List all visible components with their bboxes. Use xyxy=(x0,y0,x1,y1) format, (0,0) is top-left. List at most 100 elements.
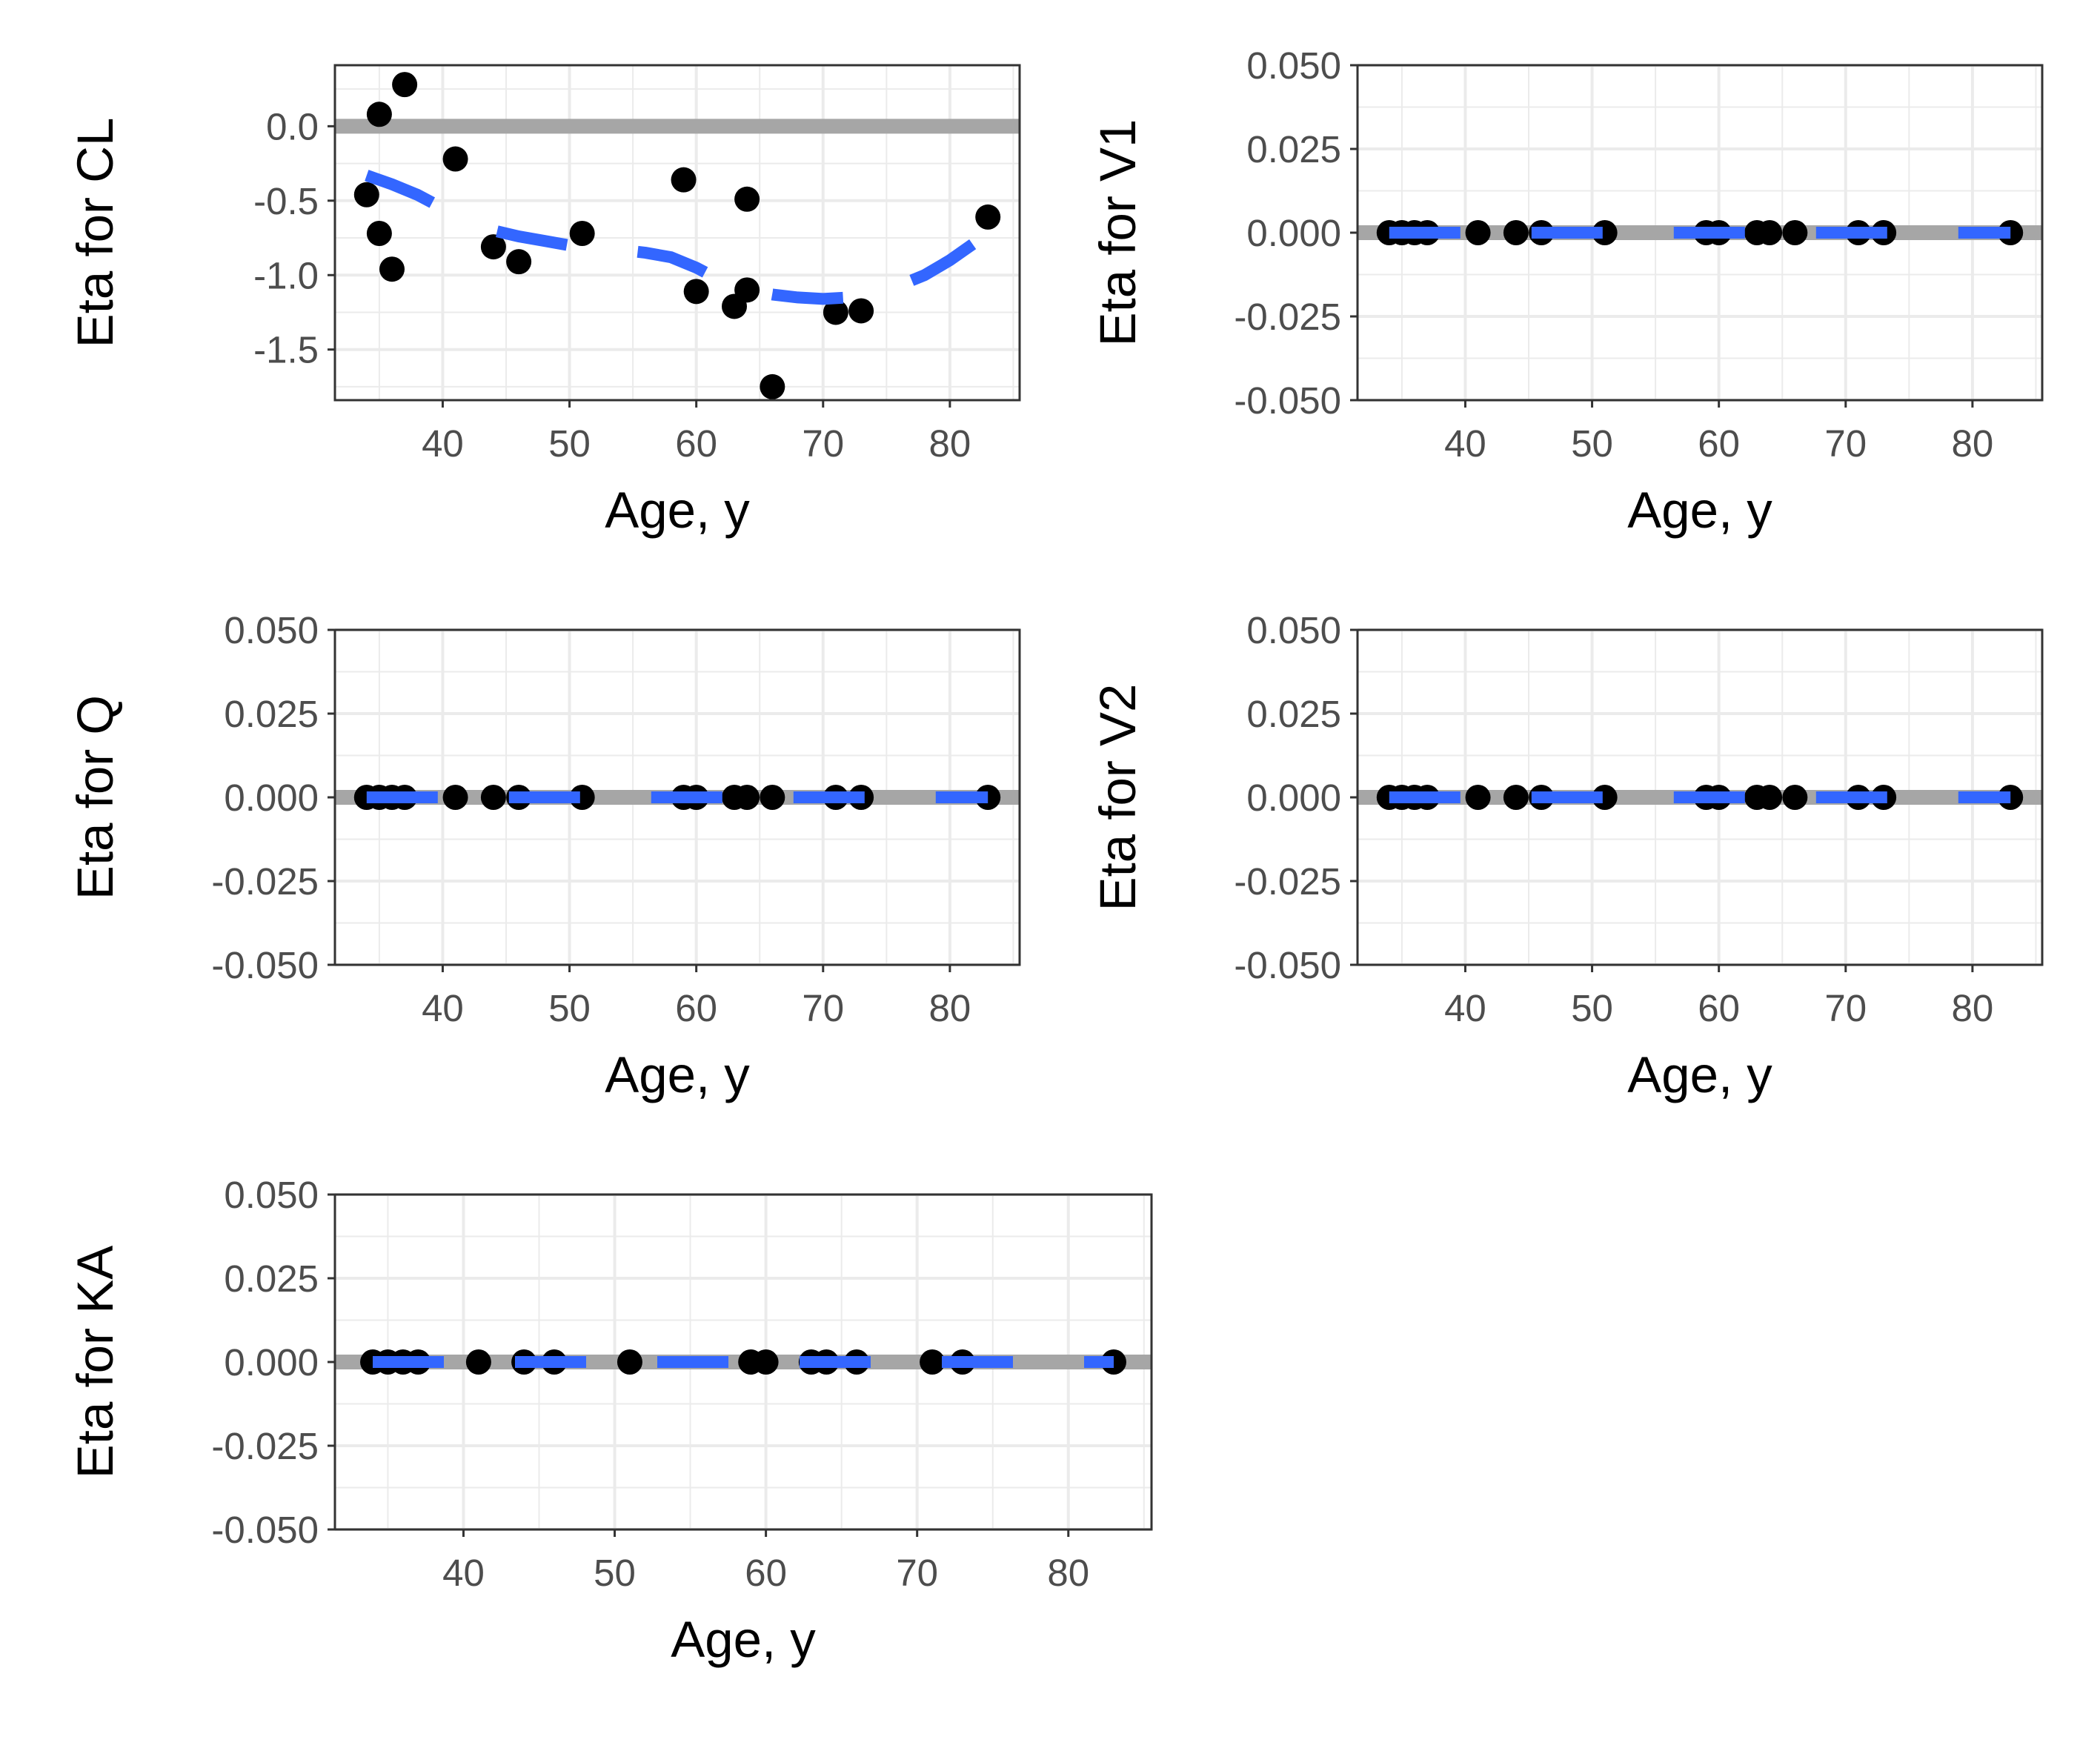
y-axis: 0.050 0.025 0.000 -0.025 -0.050 xyxy=(1234,44,1358,422)
y-tick-label: 0.025 xyxy=(224,693,319,735)
data-point xyxy=(1503,785,1529,810)
data-point xyxy=(569,785,595,810)
y-axis: 0.0 -0.5 -1.0 -1.5 xyxy=(253,105,335,371)
data-points xyxy=(353,72,1001,399)
data-point xyxy=(1998,785,2024,810)
data-point xyxy=(392,72,418,98)
chart-panel-top-right: 40 50 60 70 80 0.050 0.025 0.000 -0.025 -0.050 Age… xyxy=(1089,44,2044,539)
data-point xyxy=(1757,785,1783,810)
data-point xyxy=(1757,220,1783,245)
x-tick-label: 60 xyxy=(745,1552,787,1594)
y-axis: 0.050 0.025 0.000 -0.025 -0.050 xyxy=(211,609,335,986)
data-point xyxy=(975,204,1001,230)
x-axis: 40 50 60 70 80 xyxy=(442,1529,1089,1594)
x-tick-label: 60 xyxy=(675,987,717,1029)
y-tick-label: -0.025 xyxy=(211,860,319,903)
data-point xyxy=(366,221,392,247)
y-axis-title: Eta for V1 xyxy=(1089,119,1146,347)
data-point xyxy=(760,785,785,810)
data-point xyxy=(1465,220,1491,245)
x-tick-label: 60 xyxy=(1698,422,1740,465)
data-point xyxy=(353,182,379,207)
y-axis-title: Eta for V2 xyxy=(1089,684,1146,911)
x-tick-label: 80 xyxy=(929,987,971,1029)
x-tick-label: 40 xyxy=(422,987,464,1029)
y-tick-label: 0.025 xyxy=(1246,128,1341,170)
x-tick-label: 50 xyxy=(1571,987,1613,1029)
x-axis-title: Age, y xyxy=(671,1611,816,1668)
y-tick-label: -0.025 xyxy=(1234,860,1341,903)
data-point xyxy=(379,256,405,282)
x-axis-title: Age, y xyxy=(605,482,750,539)
x-tick-label: 70 xyxy=(896,1552,938,1594)
chart-panel-top-left: 40 50 60 70 80 0.0 -0.5 -1.0 -1.5 Age, y Eta for C… xyxy=(67,64,1021,539)
y-axis: 0.050 0.025 0.000 -0.025 -0.050 xyxy=(1234,609,1358,986)
x-axis-title: Age, y xyxy=(1627,482,1772,539)
y-tick-label: 0.025 xyxy=(1246,693,1341,735)
x-tick-label: 50 xyxy=(548,422,591,465)
data-point xyxy=(1465,785,1491,810)
y-tick-label: -0.050 xyxy=(211,1509,319,1551)
y-tick-label: 0.050 xyxy=(224,1174,319,1216)
y-axis: 0.050 0.025 0.000 -0.025 -0.050 xyxy=(211,1174,335,1551)
data-point xyxy=(671,167,697,193)
plot-border xyxy=(333,64,1021,402)
data-point xyxy=(753,1349,779,1375)
data-points xyxy=(1376,220,2024,245)
data-point xyxy=(734,186,760,212)
y-tick-label: 0.000 xyxy=(1246,777,1341,819)
data-point xyxy=(465,1349,491,1375)
y-tick-label: 0.025 xyxy=(224,1258,319,1300)
data-point xyxy=(1782,220,1808,245)
data-point xyxy=(760,373,785,399)
data-point xyxy=(848,298,874,324)
x-tick-label: 40 xyxy=(422,422,464,465)
x-axis-title: Age, y xyxy=(605,1046,750,1103)
y-tick-label: 0.050 xyxy=(224,609,319,651)
y-tick-label: -1.5 xyxy=(253,329,319,371)
x-axis: 40 50 60 70 80 xyxy=(422,400,971,465)
y-tick-label: 0.0 xyxy=(266,105,319,147)
x-tick-label: 70 xyxy=(1824,422,1867,465)
y-tick-label: 0.050 xyxy=(1246,44,1341,87)
data-point xyxy=(1592,220,1618,245)
data-point xyxy=(683,279,709,305)
x-axis-title: Age, y xyxy=(1627,1046,1772,1103)
x-tick-label: 80 xyxy=(929,422,971,465)
y-tick-label: -0.050 xyxy=(211,944,319,986)
x-axis: 40 50 60 70 80 xyxy=(422,965,971,1029)
x-tick-label: 80 xyxy=(1952,987,1994,1029)
data-point xyxy=(442,146,468,172)
data-point xyxy=(506,249,532,275)
data-point xyxy=(480,785,506,810)
chart-panel-middle-right: 40 50 60 70 80 0.050 0.025 0.000 -0.025 -0.050 Age… xyxy=(1089,609,2044,1103)
x-tick-label: 70 xyxy=(802,422,844,465)
y-axis-title: Eta for Q xyxy=(67,695,124,900)
data-point xyxy=(366,102,392,127)
data-point xyxy=(734,277,760,303)
data-point xyxy=(920,1349,946,1375)
y-tick-label: 0.050 xyxy=(1246,609,1341,651)
x-tick-label: 80 xyxy=(1952,422,1994,465)
y-axis-title: Eta for KA xyxy=(67,1246,124,1478)
data-point xyxy=(480,234,506,260)
y-tick-label: -0.025 xyxy=(211,1425,319,1467)
y-tick-label: -1.0 xyxy=(253,254,319,296)
data-point xyxy=(1782,785,1808,810)
data-point xyxy=(1998,220,2024,245)
data-point xyxy=(617,1349,642,1375)
x-tick-label: 80 xyxy=(1047,1552,1089,1594)
x-tick-label: 60 xyxy=(675,422,717,465)
x-tick-label: 70 xyxy=(802,987,844,1029)
x-tick-label: 40 xyxy=(1444,987,1486,1029)
y-tick-label: -0.050 xyxy=(1234,379,1341,422)
data-point xyxy=(442,785,468,810)
y-tick-label: -0.050 xyxy=(1234,944,1341,986)
x-tick-label: 50 xyxy=(1571,422,1613,465)
x-axis: 40 50 60 70 80 xyxy=(1444,400,1993,465)
x-tick-label: 40 xyxy=(1444,422,1486,465)
x-tick-label: 40 xyxy=(442,1552,485,1594)
data-point xyxy=(975,785,1001,810)
